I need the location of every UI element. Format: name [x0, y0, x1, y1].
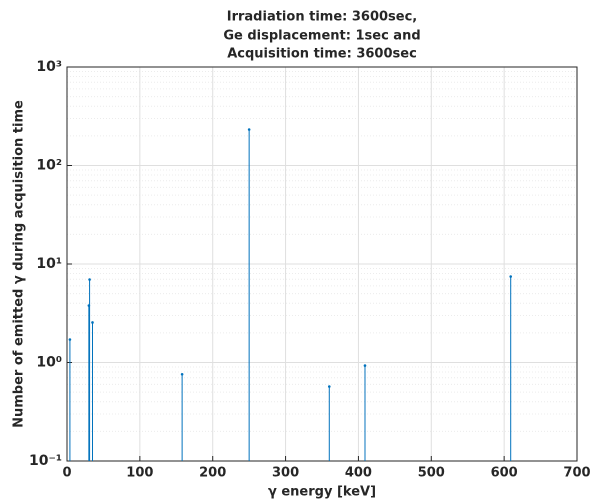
x-tick-label: 200 [199, 466, 226, 481]
y-axis-label: Number of emitted γ during acquisition t… [12, 100, 27, 428]
stem-marker [91, 321, 94, 324]
stem-marker [68, 338, 72, 341]
stem-marker [180, 372, 184, 376]
x-tick-label: 700 [563, 466, 590, 481]
chart-title: Acquisition time: 3600sec [227, 47, 417, 62]
x-tick-label: 600 [491, 466, 518, 481]
x-tick-label: 500 [418, 466, 445, 481]
y-tick-label: 10⁻¹ [29, 453, 62, 469]
chart-title: Ge displacement: 1sec and [223, 29, 420, 44]
y-tick-label: 10¹ [36, 256, 62, 272]
y-tick-label: 10² [36, 158, 62, 174]
x-axis-label: γ energy [keV] [268, 485, 376, 500]
stem-marker [327, 385, 331, 388]
x-tick-label: 300 [272, 466, 299, 481]
stem-marker [88, 278, 91, 281]
stem-marker [247, 128, 251, 131]
plot-frame [66, 66, 578, 462]
stem-marker [363, 364, 367, 367]
y-tick-label: 10⁰ [36, 355, 62, 371]
y-tick-label: 10³ [36, 59, 62, 75]
x-tick-label: 100 [126, 466, 153, 481]
stem-marker [509, 275, 512, 278]
x-tick-label: 400 [345, 466, 372, 481]
chart-title: Irradiation time: 3600sec, [227, 10, 418, 25]
x-tick-label: 0 [62, 466, 71, 481]
